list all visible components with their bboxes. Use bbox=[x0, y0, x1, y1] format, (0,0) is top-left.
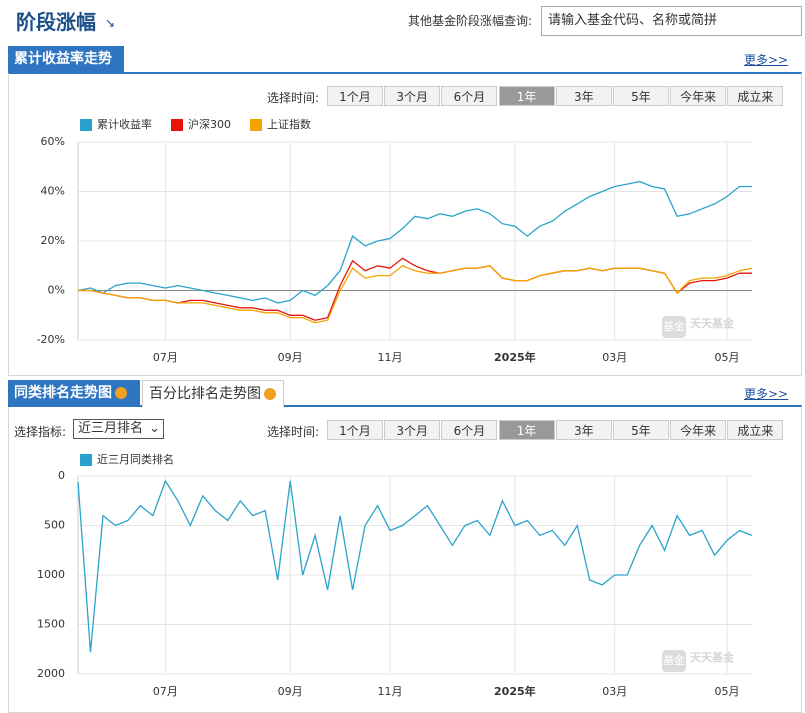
title-icon: ↘ bbox=[105, 16, 116, 30]
time-button[interactable]: 5年 bbox=[613, 86, 669, 106]
tab-label: 同类排名走势图 bbox=[14, 385, 112, 401]
time-button[interactable]: 6个月 bbox=[441, 420, 498, 440]
time-button[interactable]: 3个月 bbox=[384, 420, 441, 440]
help-icon bbox=[264, 388, 276, 400]
time-button[interactable]: 1年 bbox=[498, 86, 555, 106]
time-button[interactable]: 成立来 bbox=[727, 86, 784, 106]
more-link[interactable]: 更多>> bbox=[744, 53, 789, 67]
chart-panel bbox=[8, 405, 802, 713]
time-button[interactable]: 5年 bbox=[613, 420, 669, 440]
time-button[interactable]: 今年来 bbox=[670, 420, 727, 440]
search-input[interactable]: 请输入基金代码、名称或简拼 bbox=[541, 6, 802, 36]
indicator-label: 选择指标: bbox=[14, 425, 67, 439]
select-value: 近三月排名 bbox=[78, 421, 144, 436]
time-button[interactable]: 成立来 bbox=[727, 420, 784, 440]
chart-panel bbox=[8, 72, 802, 376]
section-tab[interactable]: 累计收益率走势 bbox=[8, 46, 124, 73]
search-label: 其他基金阶段涨幅查询: bbox=[408, 14, 533, 28]
time-button[interactable]: 1个月 bbox=[327, 420, 383, 440]
time-button[interactable]: 3年 bbox=[555, 420, 612, 440]
time-button[interactable]: 今年来 bbox=[670, 86, 727, 106]
tab-label: 百分比排名走势图 bbox=[149, 386, 261, 402]
section-tab[interactable]: 同类排名走势图 bbox=[8, 380, 140, 407]
time-button[interactable]: 6个月 bbox=[441, 86, 498, 106]
time-label: 选择时间: bbox=[267, 91, 320, 105]
time-button[interactable]: 1个月 bbox=[327, 86, 383, 106]
more-link[interactable]: 更多>> bbox=[744, 387, 789, 401]
time-label: 选择时间: bbox=[267, 425, 320, 439]
section-tab[interactable]: 百分比排名走势图 bbox=[142, 380, 284, 407]
time-button[interactable]: 3个月 bbox=[384, 86, 441, 106]
select-arrow: ⌄ bbox=[149, 421, 160, 436]
time-button[interactable]: 1年 bbox=[498, 420, 555, 440]
indicator-select[interactable]: 近三月排名 ⌄ bbox=[73, 419, 164, 439]
help-icon bbox=[115, 387, 127, 399]
time-button[interactable]: 3年 bbox=[555, 86, 612, 106]
page-title: 阶段涨幅 bbox=[16, 10, 96, 34]
